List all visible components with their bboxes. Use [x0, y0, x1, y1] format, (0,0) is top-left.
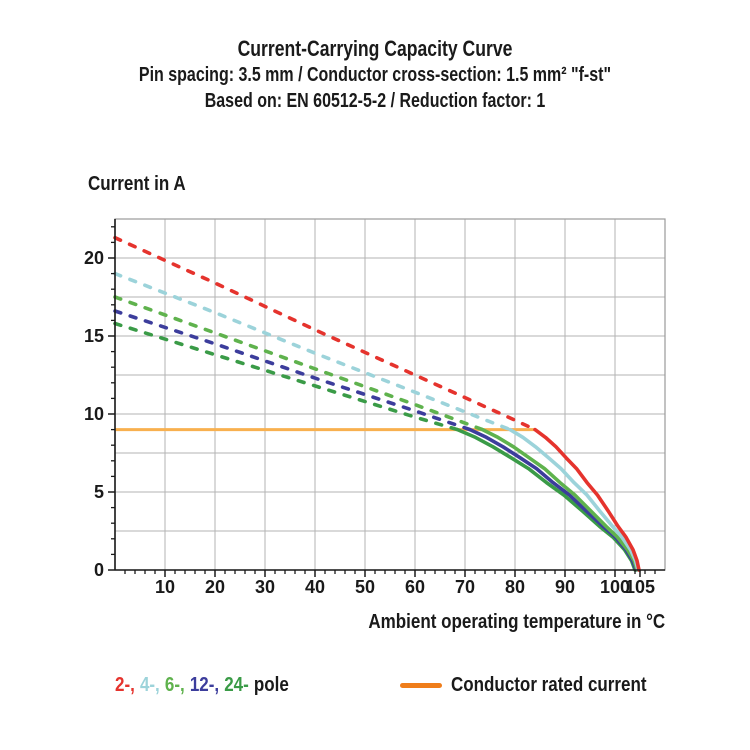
tick-label: 100 [600, 577, 630, 597]
24-pole-capacity-curve [455, 427, 637, 572]
chart-subtitle-spec: Pin spacing: 3.5 mm / Conductor cross-se… [138, 64, 612, 86]
legend-pole-suffix: pole [253, 673, 289, 696]
24-pole-derating-curve [113, 321, 460, 432]
legend-item-2-pole: 2-, [115, 673, 135, 696]
tick-label: 80 [505, 577, 525, 597]
chart-title: Current-Carrying Capacity Curve [237, 36, 513, 61]
series-curves [113, 235, 641, 572]
tick-label: 15 [84, 326, 104, 346]
x-axis-title: Ambient operating temperature in °C [368, 611, 665, 633]
tick-label: 20 [84, 248, 104, 268]
rated-current-line-swatch [400, 682, 442, 688]
tick-label: 90 [555, 577, 575, 597]
4-pole-derating-curve [113, 271, 512, 432]
tick-label: 10 [155, 577, 175, 597]
legend-item-12-pole: 12-, [189, 673, 220, 696]
tick-label: 5 [94, 482, 104, 502]
chart-header: Current-Carrying Capacity Curve Pin spac… [0, 36, 750, 114]
legend-rated-current: Conductor rated current [400, 673, 681, 697]
tick-label: 10 [84, 404, 104, 424]
axes [114, 219, 665, 571]
rated-current-label: Conductor rated current [451, 673, 647, 696]
6-pole-capacity-curve [480, 427, 639, 572]
legend-item-6-pole: 6-, [164, 673, 185, 696]
tick-label: 70 [455, 577, 475, 597]
chart-subtitle-basis: Based on: EN 60512-5-2 / Reduction facto… [204, 90, 546, 112]
tick-label: 30 [255, 577, 275, 597]
legend-poles: 2-, 4-, 6-, 12-, 24- pole [115, 673, 289, 697]
4-pole-capacity-curve [508, 427, 640, 572]
6-pole-derating-curve [113, 295, 485, 432]
2-pole-capacity-curve [533, 427, 641, 572]
y-axis-ticks: 0 5 10 15 20 [84, 226, 115, 580]
tick-label: 20 [205, 577, 225, 597]
tick-label: 50 [355, 577, 375, 597]
12-pole-capacity-curve [468, 427, 638, 572]
legend-item-4-pole: 4-, [139, 673, 160, 696]
tick-label: 105 [625, 577, 655, 597]
tick-label: 60 [405, 577, 425, 597]
y-axis-title: Current in A [88, 173, 186, 195]
2-pole-derating-curve [113, 235, 537, 432]
tick-label: 0 [94, 560, 104, 580]
legend-item-24-pole: 24- [224, 673, 249, 696]
tick-label: 40 [305, 577, 325, 597]
12-pole-derating-curve [113, 309, 472, 432]
